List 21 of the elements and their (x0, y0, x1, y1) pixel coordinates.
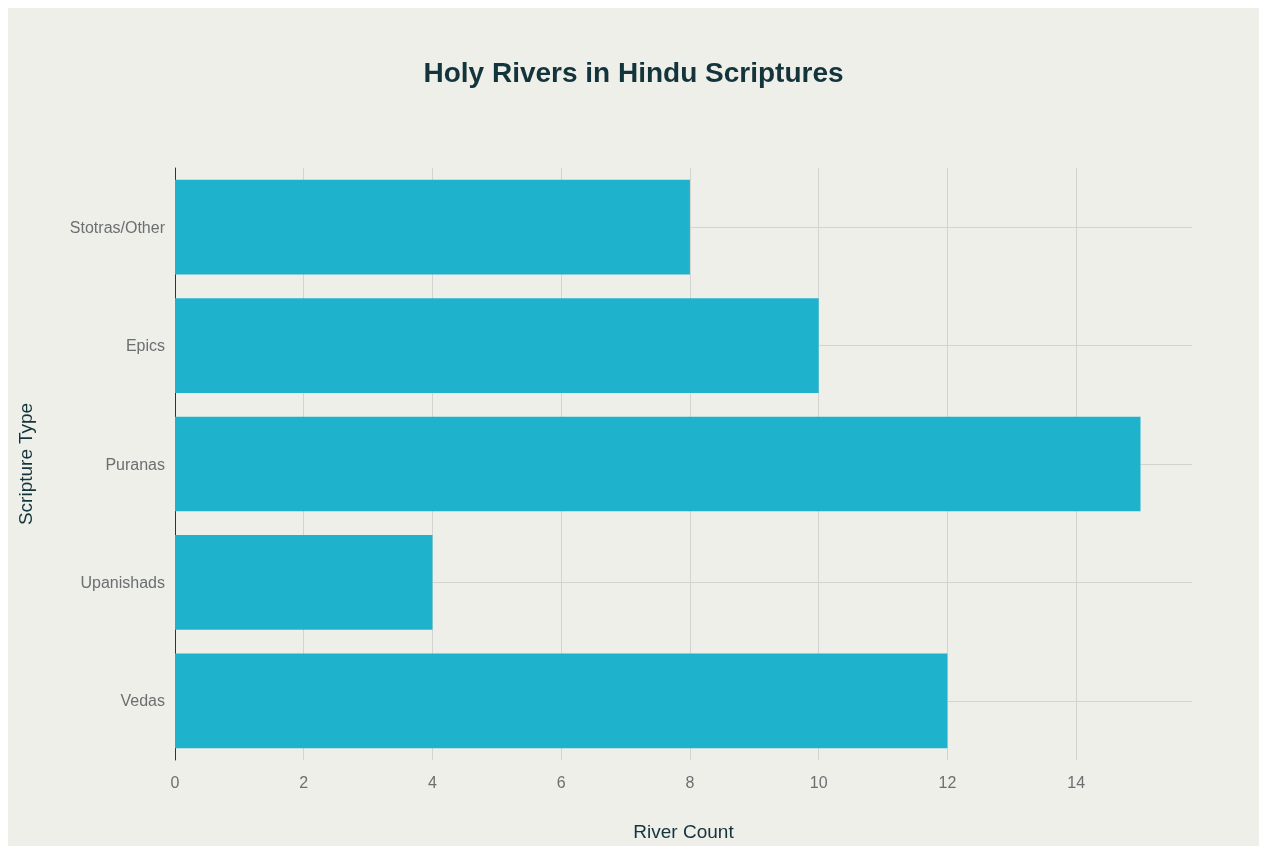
chart-title: Holy Rivers in Hindu Scriptures (423, 56, 844, 88)
bar (175, 416, 1141, 512)
bar (175, 535, 433, 630)
y-tick-label: Puranas (105, 455, 165, 473)
x-tick-label: 6 (556, 773, 566, 791)
bar (175, 653, 948, 749)
x-tick-label: 8 (685, 773, 695, 791)
bar (175, 298, 819, 393)
y-tick-label: Stotras/Other (69, 218, 166, 236)
y-tick-label: Upanishads (80, 573, 165, 591)
x-tick-label: 2 (299, 773, 309, 791)
x-tick-label: 0 (170, 773, 180, 791)
bar (175, 179, 690, 275)
y-tick-label: Vedas (120, 692, 165, 710)
y-axis-title: Scripture Type (15, 402, 36, 526)
x-tick-label: 12 (938, 773, 957, 791)
x-tick-label: 4 (428, 773, 438, 791)
x-tick-label: 14 (1067, 773, 1086, 791)
x-axis-title: River Count (633, 821, 735, 842)
x-tick-label: 10 (809, 773, 828, 791)
y-tick-label: Epics (125, 337, 165, 355)
